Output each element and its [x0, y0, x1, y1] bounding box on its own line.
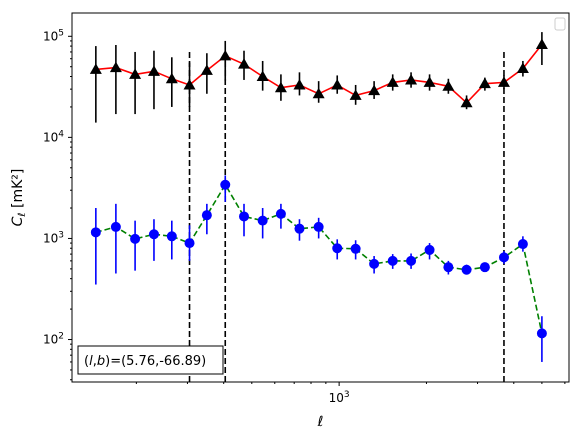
x-axis-label: ℓ	[317, 414, 324, 430]
data-point-triangle	[478, 77, 491, 89]
data-point-circle	[220, 179, 231, 190]
data-point-circle	[406, 255, 417, 266]
data-point-circle	[130, 233, 141, 244]
data-point-triangle	[442, 80, 455, 91]
y-tick-label: 105	[43, 28, 64, 43]
data-point-triangle	[200, 64, 213, 75]
annotation-box: (l,b)=(5.76,-66.89)	[77, 345, 224, 375]
plot-frame	[71, 12, 570, 383]
data-point-circle	[424, 244, 435, 255]
data-point-circle	[387, 255, 398, 266]
data-point-triangle	[331, 78, 344, 90]
data-point-triangle	[219, 49, 232, 61]
data-point-circle	[184, 238, 195, 249]
data-point-circle	[479, 262, 490, 273]
series-line	[95, 183, 543, 334]
data-point-circle	[350, 243, 361, 254]
data-point-circle	[148, 229, 159, 240]
data-point-circle	[369, 258, 380, 269]
data-point-circle	[517, 239, 528, 250]
data-point-circle	[313, 221, 324, 232]
legend-box	[554, 17, 566, 31]
data-point-circle	[201, 210, 212, 221]
data-point-circle	[332, 243, 343, 254]
data-point-triangle	[535, 38, 548, 49]
data-point-triangle	[497, 76, 510, 87]
data-point-circle	[257, 215, 268, 226]
data-point-triangle	[349, 89, 362, 100]
data-point-triangle	[460, 96, 473, 108]
data-point-triangle	[256, 70, 269, 82]
data-point-triangle	[516, 62, 529, 74]
vertical-lines	[188, 50, 505, 382]
data-point-circle	[294, 223, 305, 234]
data-point-circle	[461, 264, 472, 275]
data-point-circle	[536, 328, 547, 339]
data-point-triangle	[274, 81, 287, 93]
data-point-triangle	[423, 76, 436, 87]
x-tick-label: 103	[329, 390, 350, 405]
data-point-triangle	[368, 84, 381, 96]
y-tick-label: 103	[43, 230, 64, 245]
data-point-circle	[443, 262, 454, 273]
data-point-circle	[110, 221, 121, 232]
data-point-circle	[275, 208, 286, 219]
data-point-triangle	[165, 72, 178, 84]
data-point-triangle	[293, 78, 306, 90]
data-series	[89, 32, 548, 362]
y-tick-label: 104	[43, 129, 64, 144]
data-point-circle	[239, 211, 250, 222]
data-point-triangle	[405, 73, 418, 85]
data-point-circle	[166, 231, 177, 242]
data-point-triangle	[129, 68, 142, 79]
data-point-triangle	[312, 87, 325, 99]
data-point-triangle	[147, 65, 160, 76]
data-point-triangle	[386, 76, 399, 87]
y-tick-label: 102	[43, 332, 64, 347]
data-point-triangle	[109, 61, 122, 73]
annotation-text: (l,b)=(5.76,-66.89)	[84, 354, 206, 369]
annotation-rect	[77, 345, 224, 375]
y-axis-label: Cℓ [mK²]	[10, 169, 28, 227]
data-point-triangle	[183, 78, 196, 90]
data-point-triangle	[238, 58, 251, 69]
data-point-circle	[90, 227, 101, 238]
data-point-triangle	[89, 63, 102, 74]
data-point-circle	[498, 252, 509, 263]
